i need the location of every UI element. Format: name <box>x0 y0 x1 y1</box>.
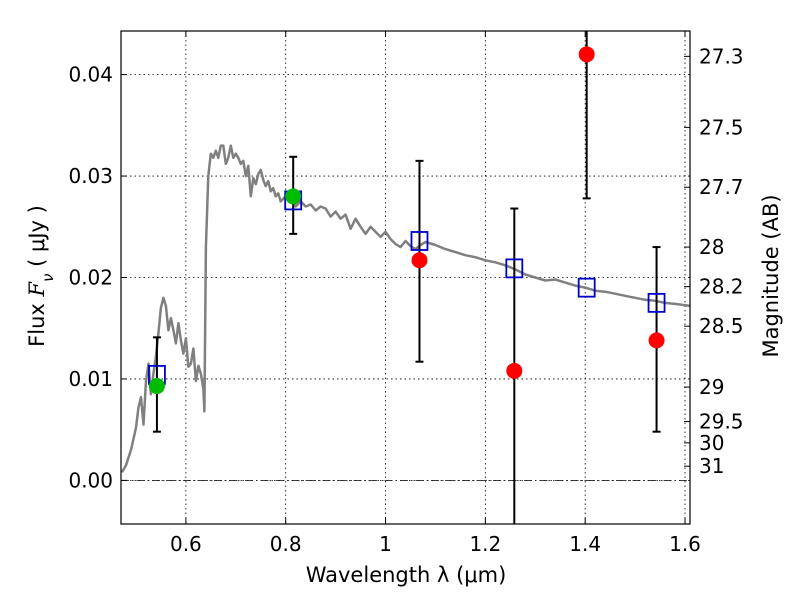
x-tick-label: 0.6 <box>170 532 202 556</box>
magnitude-tick-label: 27.3 <box>699 44 744 68</box>
x-tick-label: 1.6 <box>669 532 701 556</box>
y-tick-label: 0.04 <box>68 63 113 87</box>
model-square <box>410 231 429 251</box>
model-square <box>505 258 524 279</box>
model-square <box>577 277 596 298</box>
magnitude-tick-label: 27.7 <box>699 175 744 199</box>
observed-point <box>411 252 428 269</box>
magnitude-tick-label: 28.2 <box>699 275 744 299</box>
model-square <box>647 292 666 313</box>
y-axis-title-suffix: ( μJy ) <box>25 205 49 273</box>
x-tick-label: 1 <box>379 532 392 556</box>
y-tick-label: 0.03 <box>68 164 113 188</box>
y-tick-label: 0.01 <box>68 367 113 391</box>
y-tick-label: 0.02 <box>68 266 113 290</box>
sed-line <box>120 144 691 473</box>
right-axis-title: Magnitude (AB) <box>759 194 783 357</box>
magnitude-tick-label: 29 <box>699 375 724 399</box>
alt-point <box>148 378 165 395</box>
grid-lines <box>121 31 690 524</box>
y-tick-label: 0.00 <box>68 468 113 492</box>
x-axis-title: Wavelength λ (μm) <box>306 563 507 587</box>
magnitude-tick-label: 30 <box>699 431 724 455</box>
observed-point <box>648 332 665 349</box>
axes-ticks: 0.6 0.8 1 1.2 1.4 1.6 0.00 0.01 0.02 0.03 0.04 27.3… <box>68 31 744 556</box>
y-axis-title-subscript: ν <box>39 274 57 282</box>
magnitude-tick-label: 27.5 <box>699 115 744 139</box>
magnitude-tick-label: 29.5 <box>699 410 744 434</box>
magnitude-tick-label: 28.5 <box>699 314 744 338</box>
y-axis-title: Flux Fν ( μJy ) <box>25 205 57 347</box>
x-tick-label: 1.4 <box>569 532 601 556</box>
observed-point <box>578 46 595 63</box>
x-tick-label: 1.2 <box>469 532 501 556</box>
x-tick-label: 0.8 <box>270 532 302 556</box>
observed-point <box>506 362 523 379</box>
alt-point <box>285 188 302 205</box>
y-axis-title-symbol: F <box>25 281 49 298</box>
series-layer <box>120 31 691 524</box>
y-axis-title-prefix: Flux <box>25 297 49 347</box>
magnitude-tick-label: 28 <box>699 235 724 259</box>
magnitude-tick-label: 31 <box>699 454 724 478</box>
